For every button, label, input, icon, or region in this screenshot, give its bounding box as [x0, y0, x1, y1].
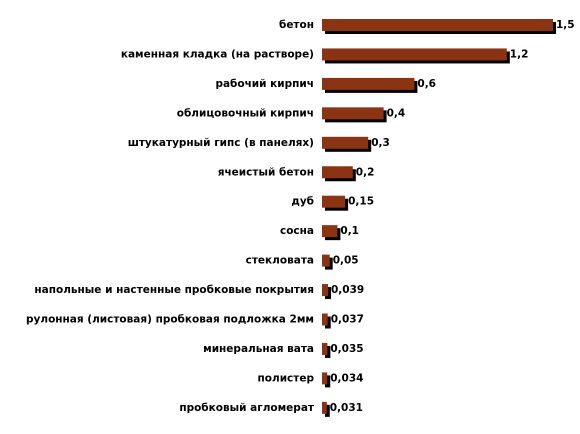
bar — [322, 254, 330, 267]
bar — [322, 313, 328, 326]
value-label: 1,2 — [510, 48, 529, 60]
bar — [322, 372, 328, 385]
category-label: полистер — [258, 372, 315, 384]
value-label: 0,031 — [330, 402, 363, 414]
category-label: минеральная вата — [203, 343, 314, 355]
value-label: 0,15 — [348, 196, 374, 208]
category-label: дуб — [291, 196, 314, 208]
category-label: рабочий кирпич — [215, 78, 314, 90]
value-label: 0,3 — [371, 137, 390, 149]
bar — [322, 136, 369, 149]
bar-shadow — [325, 316, 331, 329]
bar — [322, 77, 415, 90]
bar — [322, 284, 329, 297]
category-label: пробковый агломерат — [179, 402, 315, 414]
category-label: каменная кладка (на растворе) — [121, 48, 314, 60]
bar-shadow — [325, 345, 331, 358]
category-label: рулонная (листовая) пробковая подложка 2… — [26, 314, 314, 326]
value-label: 0,6 — [417, 78, 436, 90]
bar — [322, 48, 507, 61]
bar-shadow — [325, 375, 331, 388]
category-label: бетон — [279, 19, 314, 31]
category-label: штукатурный гипс (в панелях) — [128, 137, 314, 149]
value-label: 0,035 — [330, 343, 363, 355]
category-label: облицовочный кирпич — [177, 107, 314, 119]
bar — [322, 342, 328, 355]
bar — [322, 195, 346, 208]
bar — [322, 225, 338, 238]
value-label: 0,4 — [387, 107, 406, 119]
category-label: напольные и настенные пробковые покрытия — [34, 284, 314, 296]
bar — [322, 19, 553, 31]
bar — [322, 401, 327, 414]
value-label: 0,039 — [331, 284, 364, 296]
value-label: 0,034 — [330, 372, 363, 384]
value-label: 0,1 — [340, 225, 359, 237]
value-label: 0,037 — [331, 314, 364, 326]
bar — [322, 107, 384, 120]
bar-shadow — [325, 404, 330, 417]
value-label: 0,05 — [333, 255, 359, 267]
category-label: сосна — [280, 225, 314, 237]
value-label: 1,5 — [556, 19, 575, 31]
category-label: ячеистый бетон — [218, 166, 314, 178]
bar — [322, 166, 353, 179]
value-label: 0,2 — [356, 166, 375, 178]
category-label: стекловата — [246, 255, 314, 267]
